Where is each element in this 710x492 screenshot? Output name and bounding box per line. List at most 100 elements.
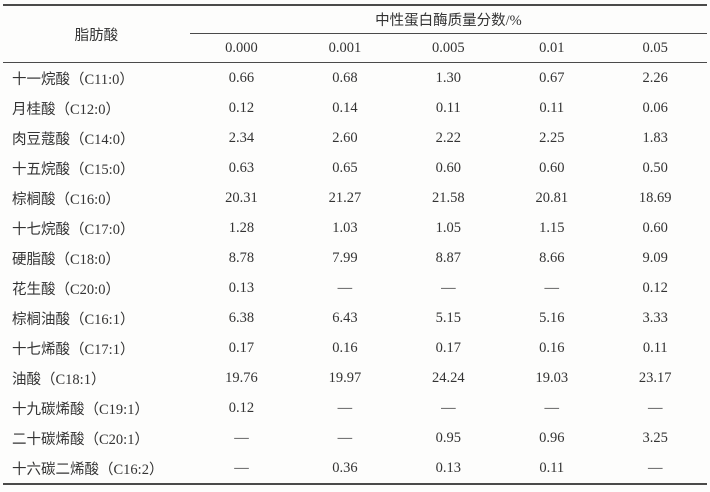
value-cell: 0.13: [228, 279, 255, 296]
value-cell: 0.12: [228, 399, 255, 416]
value-cell: 0.11: [539, 99, 565, 116]
table-row: 棕榈酸（C16:0） 20.31 21.27 21.58 20.81 18.69: [3, 183, 707, 213]
column-group-header-protease: 中性蛋白酶质量分数/%: [189, 5, 707, 34]
value-cell: —: [441, 399, 456, 416]
value-cell: 20.81: [535, 189, 569, 206]
value-cell: 0.96: [539, 429, 565, 446]
fatty-acid-name-cell: 月桂酸（C12:0）: [12, 101, 120, 118]
fatty-acid-name-cell: 棕榈油酸（C16:1）: [12, 311, 135, 328]
value-cell: 6.43: [332, 309, 358, 326]
value-cell: 0.17: [228, 339, 255, 356]
value-cell: 0.36: [332, 459, 358, 476]
column-header-3: 0.01: [500, 33, 604, 63]
value-cell: 0.16: [539, 339, 565, 356]
value-cell: 8.78: [228, 249, 255, 266]
value-cell: 21.27: [328, 189, 362, 206]
value-cell: 0.12: [642, 279, 668, 296]
value-cell: 5.16: [539, 309, 565, 326]
value-cell: 0.13: [435, 459, 462, 476]
value-cell: 0.06: [642, 99, 668, 116]
value-cell: 0.95: [435, 429, 462, 446]
value-cell: 0.66: [228, 69, 255, 86]
fatty-acid-name-cell: 二十碳烯酸（C20:1）: [12, 431, 149, 448]
value-cell: 21.58: [432, 189, 465, 206]
table-row: 十七烯酸（C17:1） 0.17 0.16 0.17 0.16 0.11: [3, 333, 707, 363]
value-cell: —: [337, 429, 353, 446]
value-cell: —: [544, 399, 560, 416]
table-row: 月桂酸（C12:0） 0.12 0.14 0.11 0.11 0.06: [3, 93, 707, 123]
fatty-acid-name-cell: 十一烷酸（C11:0）: [12, 71, 134, 88]
value-cell: 19.76: [225, 369, 258, 386]
value-cell: 0.17: [435, 339, 462, 356]
value-cell: —: [234, 459, 249, 476]
table-row: 十五烷酸（C15:0） 0.63 0.65 0.60 0.60 0.50: [3, 153, 707, 183]
value-cell: 1.83: [642, 129, 668, 146]
value-cell: 0.14: [332, 99, 358, 116]
value-cell: —: [647, 459, 663, 476]
header-group-row: 脂肪酸 中性蛋白酶质量分数/%: [3, 5, 707, 63]
value-cell: 3.33: [642, 309, 668, 326]
value-cell: 2.34: [228, 129, 255, 146]
value-cell: 1.05: [435, 219, 462, 236]
table-row: 十九碳烯酸（C19:1） 0.12 — — — —: [3, 393, 707, 423]
fatty-acid-name-cell: 十五烷酸（C15:0）: [12, 161, 135, 178]
value-cell: 0.11: [435, 99, 461, 116]
value-cell: 0.50: [642, 159, 668, 176]
value-cell: 2.60: [332, 129, 358, 146]
fatty-acid-name-cell: 十七烷酸（C17:0）: [12, 221, 135, 238]
column-header-1: 0.001: [293, 33, 397, 63]
value-cell: 0.60: [642, 219, 668, 236]
column-header-4: 0.05: [603, 33, 707, 63]
value-cell: —: [337, 399, 353, 416]
value-cell: 19.03: [535, 369, 569, 386]
fatty-acid-name-cell: 十七烯酸（C17:1）: [12, 341, 135, 358]
value-cell: 1.30: [435, 69, 462, 86]
table-row: 油酸（C18:1） 19.76 19.97 24.24 19.03 23.17: [3, 363, 707, 393]
value-cell: 0.60: [539, 159, 565, 176]
column-header-0: 0.000: [189, 33, 294, 63]
table-row: 硬脂酸（C18:0） 8.78 7.99 8.87 8.66 9.09: [3, 243, 707, 273]
fatty-acid-name-cell: 棕榈酸（C16:0）: [12, 191, 120, 208]
table-row: 二十碳烯酸（C20:1） — — 0.95 0.96 3.25: [3, 423, 707, 453]
value-cell: 23.17: [638, 369, 672, 386]
value-cell: 1.15: [539, 219, 565, 236]
column-header-2: 0.005: [396, 33, 501, 63]
table-row: 肉豆蔻酸（C14:0） 2.34 2.60 2.22 2.25 1.83: [3, 123, 707, 153]
value-cell: 5.15: [435, 309, 462, 326]
value-cell: —: [441, 279, 456, 296]
value-cell: 20.31: [225, 189, 258, 206]
table-row: 十一烷酸（C11:0） 0.66 0.68 1.30 0.67 2.26: [3, 63, 707, 94]
value-cell: 9.09: [642, 249, 668, 266]
header-columns-row: 0.000 0.001 0.005 0.01 0.05: [3, 33, 707, 63]
value-cell: —: [337, 279, 353, 296]
value-cell: 1.28: [228, 219, 255, 236]
fatty-acid-table: 脂肪酸 中性蛋白酶质量分数/% 0.000 0.001 0.005 0.01 0…: [3, 4, 707, 485]
value-cell: 0.12: [228, 99, 255, 116]
value-cell: 2.22: [435, 129, 462, 146]
fatty-acid-name-cell: 油酸（C18:1）: [12, 371, 106, 388]
value-cell: 8.66: [539, 249, 565, 266]
value-cell: 18.69: [638, 189, 672, 206]
table-body: 十一烷酸（C11:0） 0.66 0.68 1.30 0.67 2.26 月桂酸（C12…: [3, 63, 707, 485]
table-row: 十六碳二烯酸（C16:2） — 0.36 0.13 0.11 —: [3, 453, 707, 484]
fatty-acid-name-cell: 花生酸（C20:0）: [12, 281, 120, 298]
value-cell: 24.24: [432, 369, 465, 386]
value-cell: —: [647, 399, 663, 416]
value-cell: 0.67: [539, 69, 565, 86]
value-cell: 0.63: [228, 159, 255, 176]
value-cell: 0.68: [332, 69, 358, 86]
value-cell: 1.03: [332, 219, 358, 236]
table-row: 花生酸（C20:0） 0.13 — — — 0.12: [3, 273, 707, 303]
fatty-acid-name-cell: 十九碳烯酸（C19:1）: [12, 401, 149, 418]
value-cell: 0.11: [539, 459, 565, 476]
value-cell: 6.38: [228, 309, 255, 326]
table-row: 棕榈油酸（C16:1） 6.38 6.43 5.15 5.16 3.33: [3, 303, 707, 333]
value-cell: 0.65: [332, 159, 358, 176]
value-cell: 3.25: [642, 429, 668, 446]
value-cell: 2.26: [642, 69, 668, 86]
value-cell: 19.97: [328, 369, 362, 386]
value-cell: 0.11: [642, 339, 668, 356]
fatty-acid-name-cell: 十六碳二烯酸（C16:2）: [12, 461, 164, 478]
table-row: 十七烷酸（C17:0） 1.28 1.03 1.05 1.15 0.60: [3, 213, 707, 243]
